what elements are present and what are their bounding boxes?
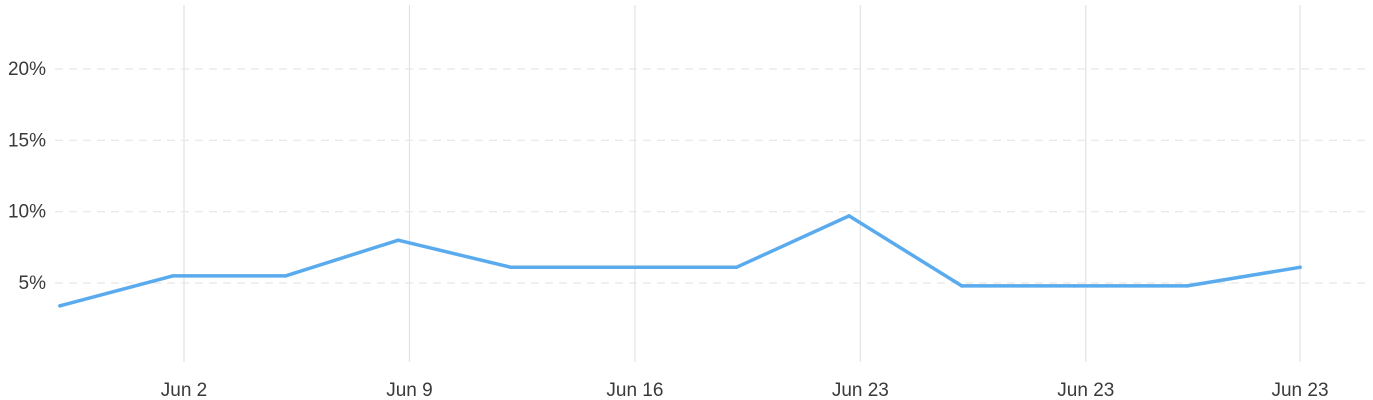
y-axis: 5% 10% 15% 20% bbox=[8, 59, 46, 294]
horizontal-gridlines bbox=[55, 68, 1370, 284]
series-line bbox=[58, 214, 1302, 308]
data-point bbox=[734, 265, 739, 270]
data-point bbox=[170, 274, 175, 278]
data-point bbox=[283, 274, 288, 278]
y-tick-label: 5% bbox=[19, 273, 47, 294]
data-point bbox=[58, 304, 62, 308]
x-axis: Jun 2 Jun 9 Jun 16 Jun 23 Jun 23 Jun 23 bbox=[161, 380, 1329, 400]
x-tick-label: Jun 9 bbox=[386, 380, 432, 400]
series-group bbox=[58, 214, 1302, 308]
x-tick-label: Jun 23 bbox=[1057, 380, 1114, 400]
data-point bbox=[960, 284, 964, 288]
y-tick-label: 10% bbox=[8, 202, 46, 223]
data-point bbox=[396, 238, 400, 242]
x-tick-label: Jun 23 bbox=[832, 380, 889, 400]
data-point bbox=[847, 214, 851, 218]
x-tick-label: Jun 16 bbox=[606, 380, 663, 400]
y-tick-label: 15% bbox=[8, 130, 46, 151]
data-point bbox=[509, 265, 513, 270]
data-point bbox=[1072, 284, 1077, 288]
x-tick-label: Jun 23 bbox=[1271, 380, 1328, 400]
data-point bbox=[621, 265, 626, 270]
vertical-gridlines bbox=[183, 5, 1301, 362]
x-tick-label: Jun 2 bbox=[161, 380, 207, 400]
y-tick-label: 20% bbox=[8, 59, 46, 80]
data-point bbox=[1298, 265, 1302, 270]
data-point bbox=[1185, 284, 1190, 288]
